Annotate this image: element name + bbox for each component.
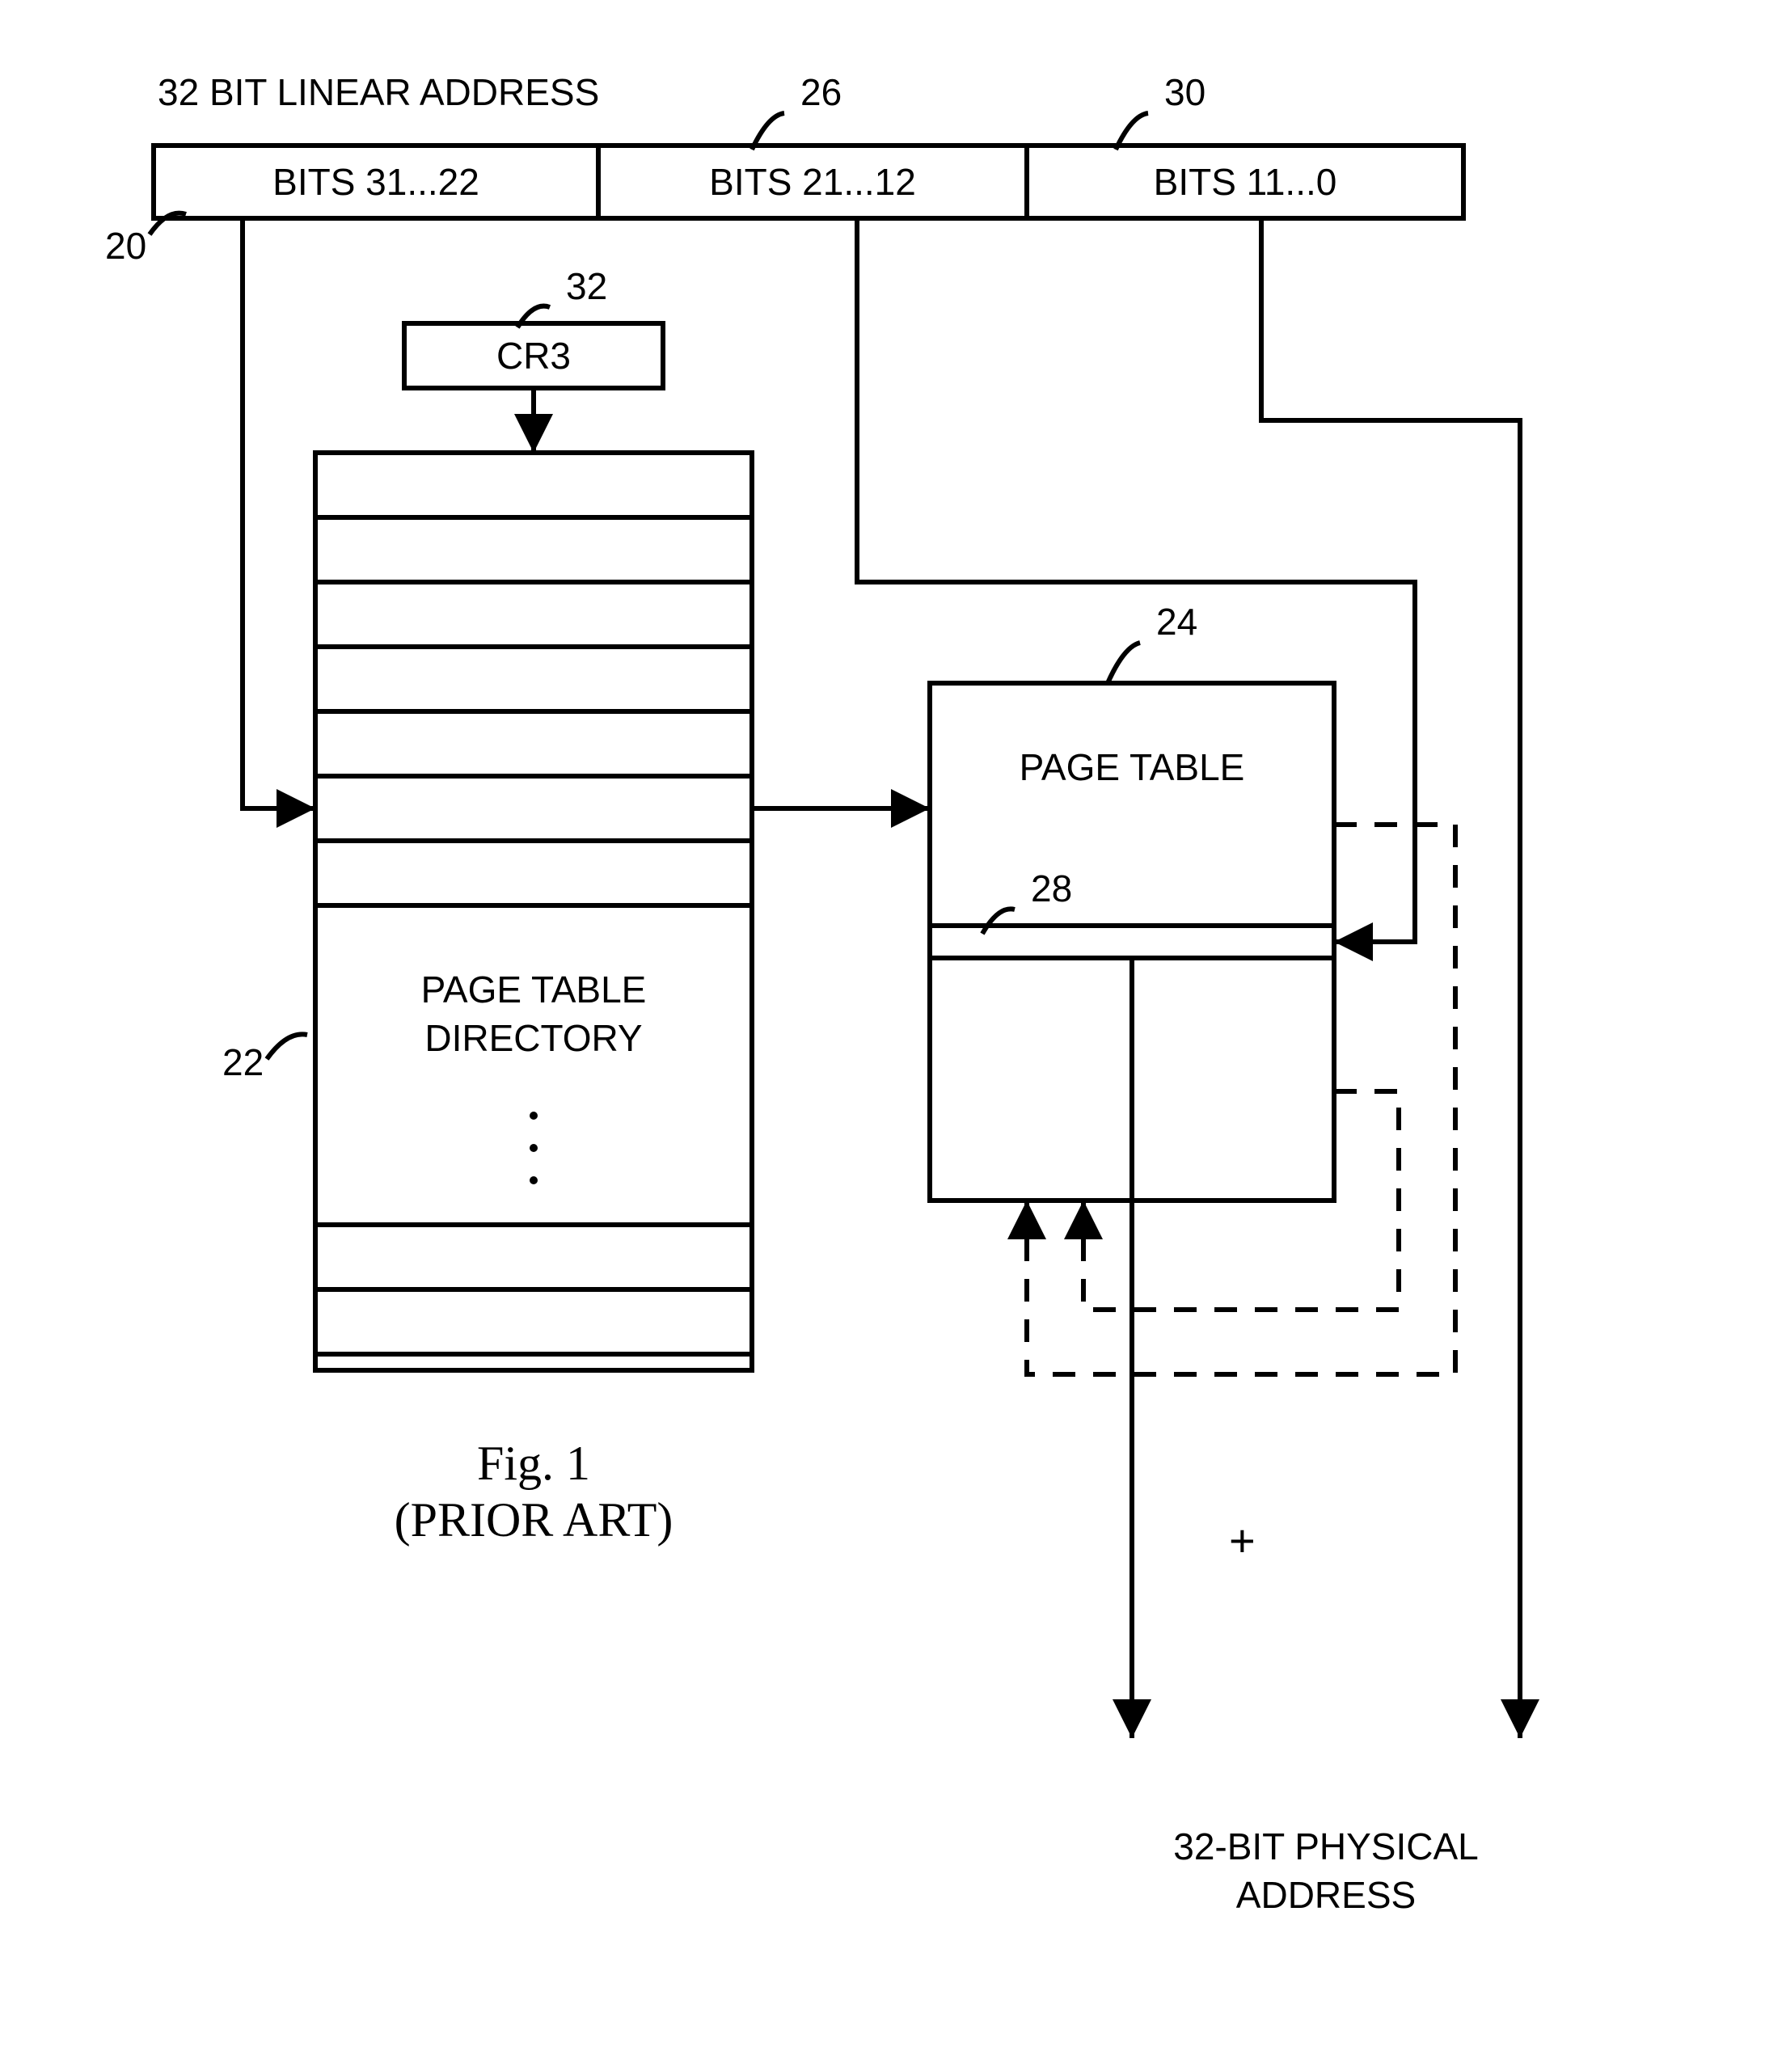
ref-20: 20 [105, 225, 146, 267]
plus-sign: + [1229, 1515, 1256, 1566]
page-table-label: PAGE TABLE [1020, 746, 1245, 788]
output-label-1: 32-BIT PHYSICAL [1173, 1825, 1479, 1867]
output-label-2: ADDRESS [1236, 1874, 1416, 1916]
address-cell-0: BITS 31...22 [272, 161, 479, 203]
ref-28: 28 [1031, 867, 1072, 909]
cr3-label: CR3 [496, 335, 571, 377]
ptd-label-1: PAGE TABLE [421, 968, 647, 1011]
figure-caption-line1: Fig. 1 [477, 1437, 590, 1490]
address-cell-2: BITS 11...0 [1154, 161, 1337, 203]
ref-24: 24 [1156, 601, 1197, 643]
figure-caption-line2: (PRIOR ART) [395, 1493, 673, 1547]
ref-32: 32 [566, 265, 607, 307]
ref-30: 30 [1164, 71, 1206, 113]
ref-22: 22 [222, 1041, 264, 1083]
address-cell-1: BITS 21...12 [709, 161, 916, 203]
title-linear-address: 32 BIT LINEAR ADDRESS [158, 71, 599, 113]
ref-26: 26 [800, 71, 842, 113]
ptd-label-2: DIRECTORY [424, 1017, 642, 1059]
